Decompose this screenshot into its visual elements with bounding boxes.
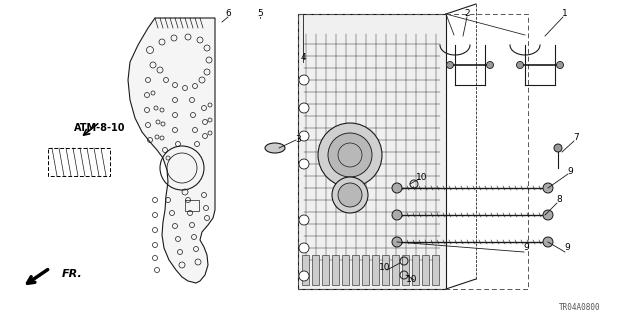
Bar [352,255,359,285]
Bar [302,255,309,285]
Circle shape [328,133,372,177]
Circle shape [516,62,524,69]
Bar [298,14,528,289]
Circle shape [557,62,563,69]
Text: 7: 7 [573,133,579,143]
Bar [312,255,319,285]
Bar [332,255,339,285]
Circle shape [299,215,309,225]
Text: FR.: FR. [62,269,83,279]
Text: TR04A0800: TR04A0800 [559,303,601,313]
Text: 10: 10 [416,174,428,182]
Text: 8: 8 [556,196,562,204]
Bar [48,148,110,176]
Bar [372,255,379,285]
Circle shape [299,271,309,281]
Circle shape [299,131,309,141]
Bar [402,255,409,285]
Text: 10: 10 [380,263,391,272]
Text: 4: 4 [300,54,306,63]
Text: ATM-8-10: ATM-8-10 [74,123,125,133]
Bar [362,255,369,285]
Circle shape [299,243,309,253]
Text: 9: 9 [567,167,573,176]
Circle shape [299,159,309,169]
Text: 3: 3 [295,136,301,145]
Bar [298,14,446,289]
Circle shape [318,123,382,187]
Ellipse shape [265,143,285,153]
Circle shape [447,62,454,69]
Bar [412,255,419,285]
Circle shape [392,237,402,247]
Text: 5: 5 [257,10,263,19]
Bar [422,255,429,285]
Circle shape [543,210,553,220]
Bar [185,200,199,211]
Text: 9: 9 [523,243,529,253]
Circle shape [392,183,402,193]
Circle shape [338,183,362,207]
Text: 1: 1 [562,10,568,19]
Circle shape [543,183,553,193]
Bar [392,255,399,285]
Text: 2: 2 [464,10,470,19]
Circle shape [299,103,309,113]
Text: 9: 9 [564,243,570,253]
Bar [382,255,389,285]
Text: 6: 6 [225,10,231,19]
Bar [322,255,329,285]
Bar [432,255,439,285]
Circle shape [392,210,402,220]
Circle shape [332,177,368,213]
Bar [342,255,349,285]
Circle shape [554,144,562,152]
Text: 10: 10 [406,276,418,285]
Polygon shape [128,18,215,283]
Circle shape [486,62,493,69]
Circle shape [543,237,553,247]
Circle shape [299,75,309,85]
